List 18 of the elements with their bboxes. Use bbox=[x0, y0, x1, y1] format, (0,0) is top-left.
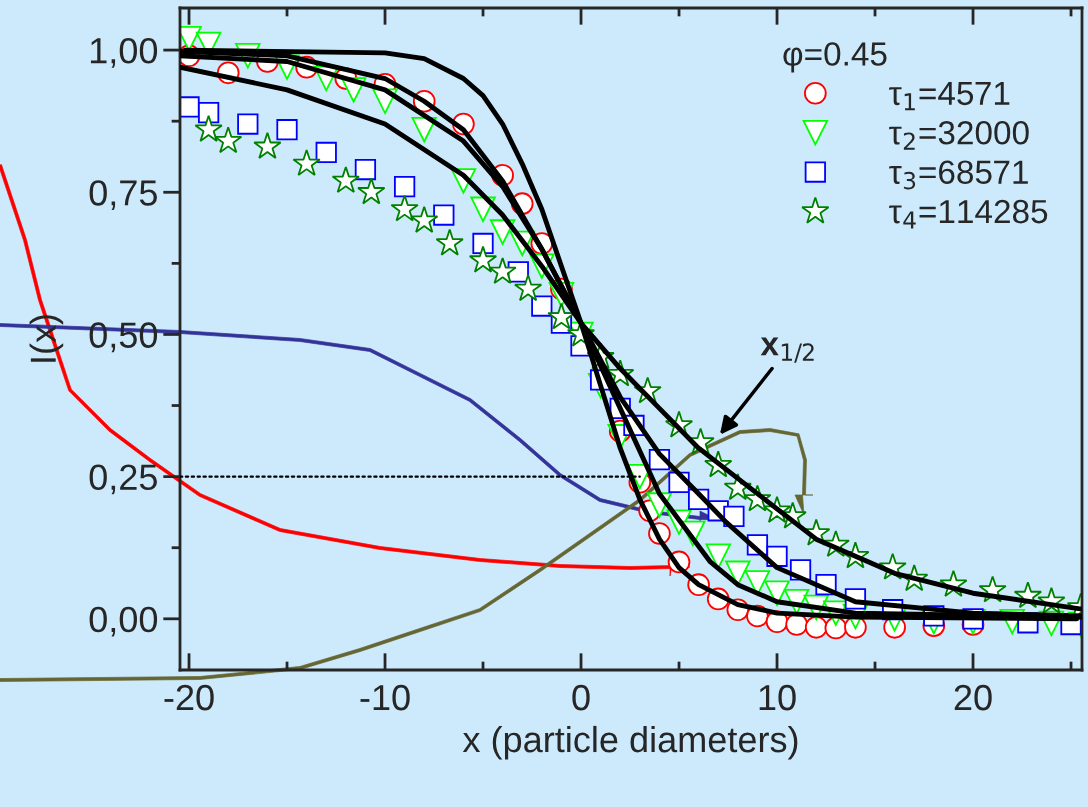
y-axis-title: I(x) bbox=[29, 315, 64, 362]
y-tick-label: 0,00 bbox=[89, 606, 158, 637]
y-tick-label: 1,00 bbox=[90, 37, 158, 68]
x-tick-label: 20 bbox=[954, 684, 992, 711]
legend-label: τ$_{3}$=68571 bbox=[889, 160, 1028, 190]
y-tick-label: 0,75 bbox=[89, 180, 157, 210]
legend-label: τ$_{2}$=32000 bbox=[889, 120, 1029, 150]
x-tick-label: 0 bbox=[572, 684, 590, 711]
x-tick-label: -10 bbox=[360, 684, 410, 711]
x-tick-label: -20 bbox=[164, 684, 214, 711]
annotation: x$_{1/2}$ bbox=[760, 337, 814, 363]
legend-title: φ=0.45 bbox=[783, 42, 887, 73]
legend-label: τ$_{1}$=4571 bbox=[889, 81, 1010, 111]
y-tick-label: 0,25 bbox=[89, 464, 157, 495]
y-tick-label: 0,50 bbox=[89, 322, 158, 353]
x-tick-label: 10 bbox=[759, 684, 796, 711]
x-axis-title: x (particle diameters) bbox=[462, 725, 798, 760]
legend-label: τ$_{4}$=114285 bbox=[889, 199, 1048, 229]
